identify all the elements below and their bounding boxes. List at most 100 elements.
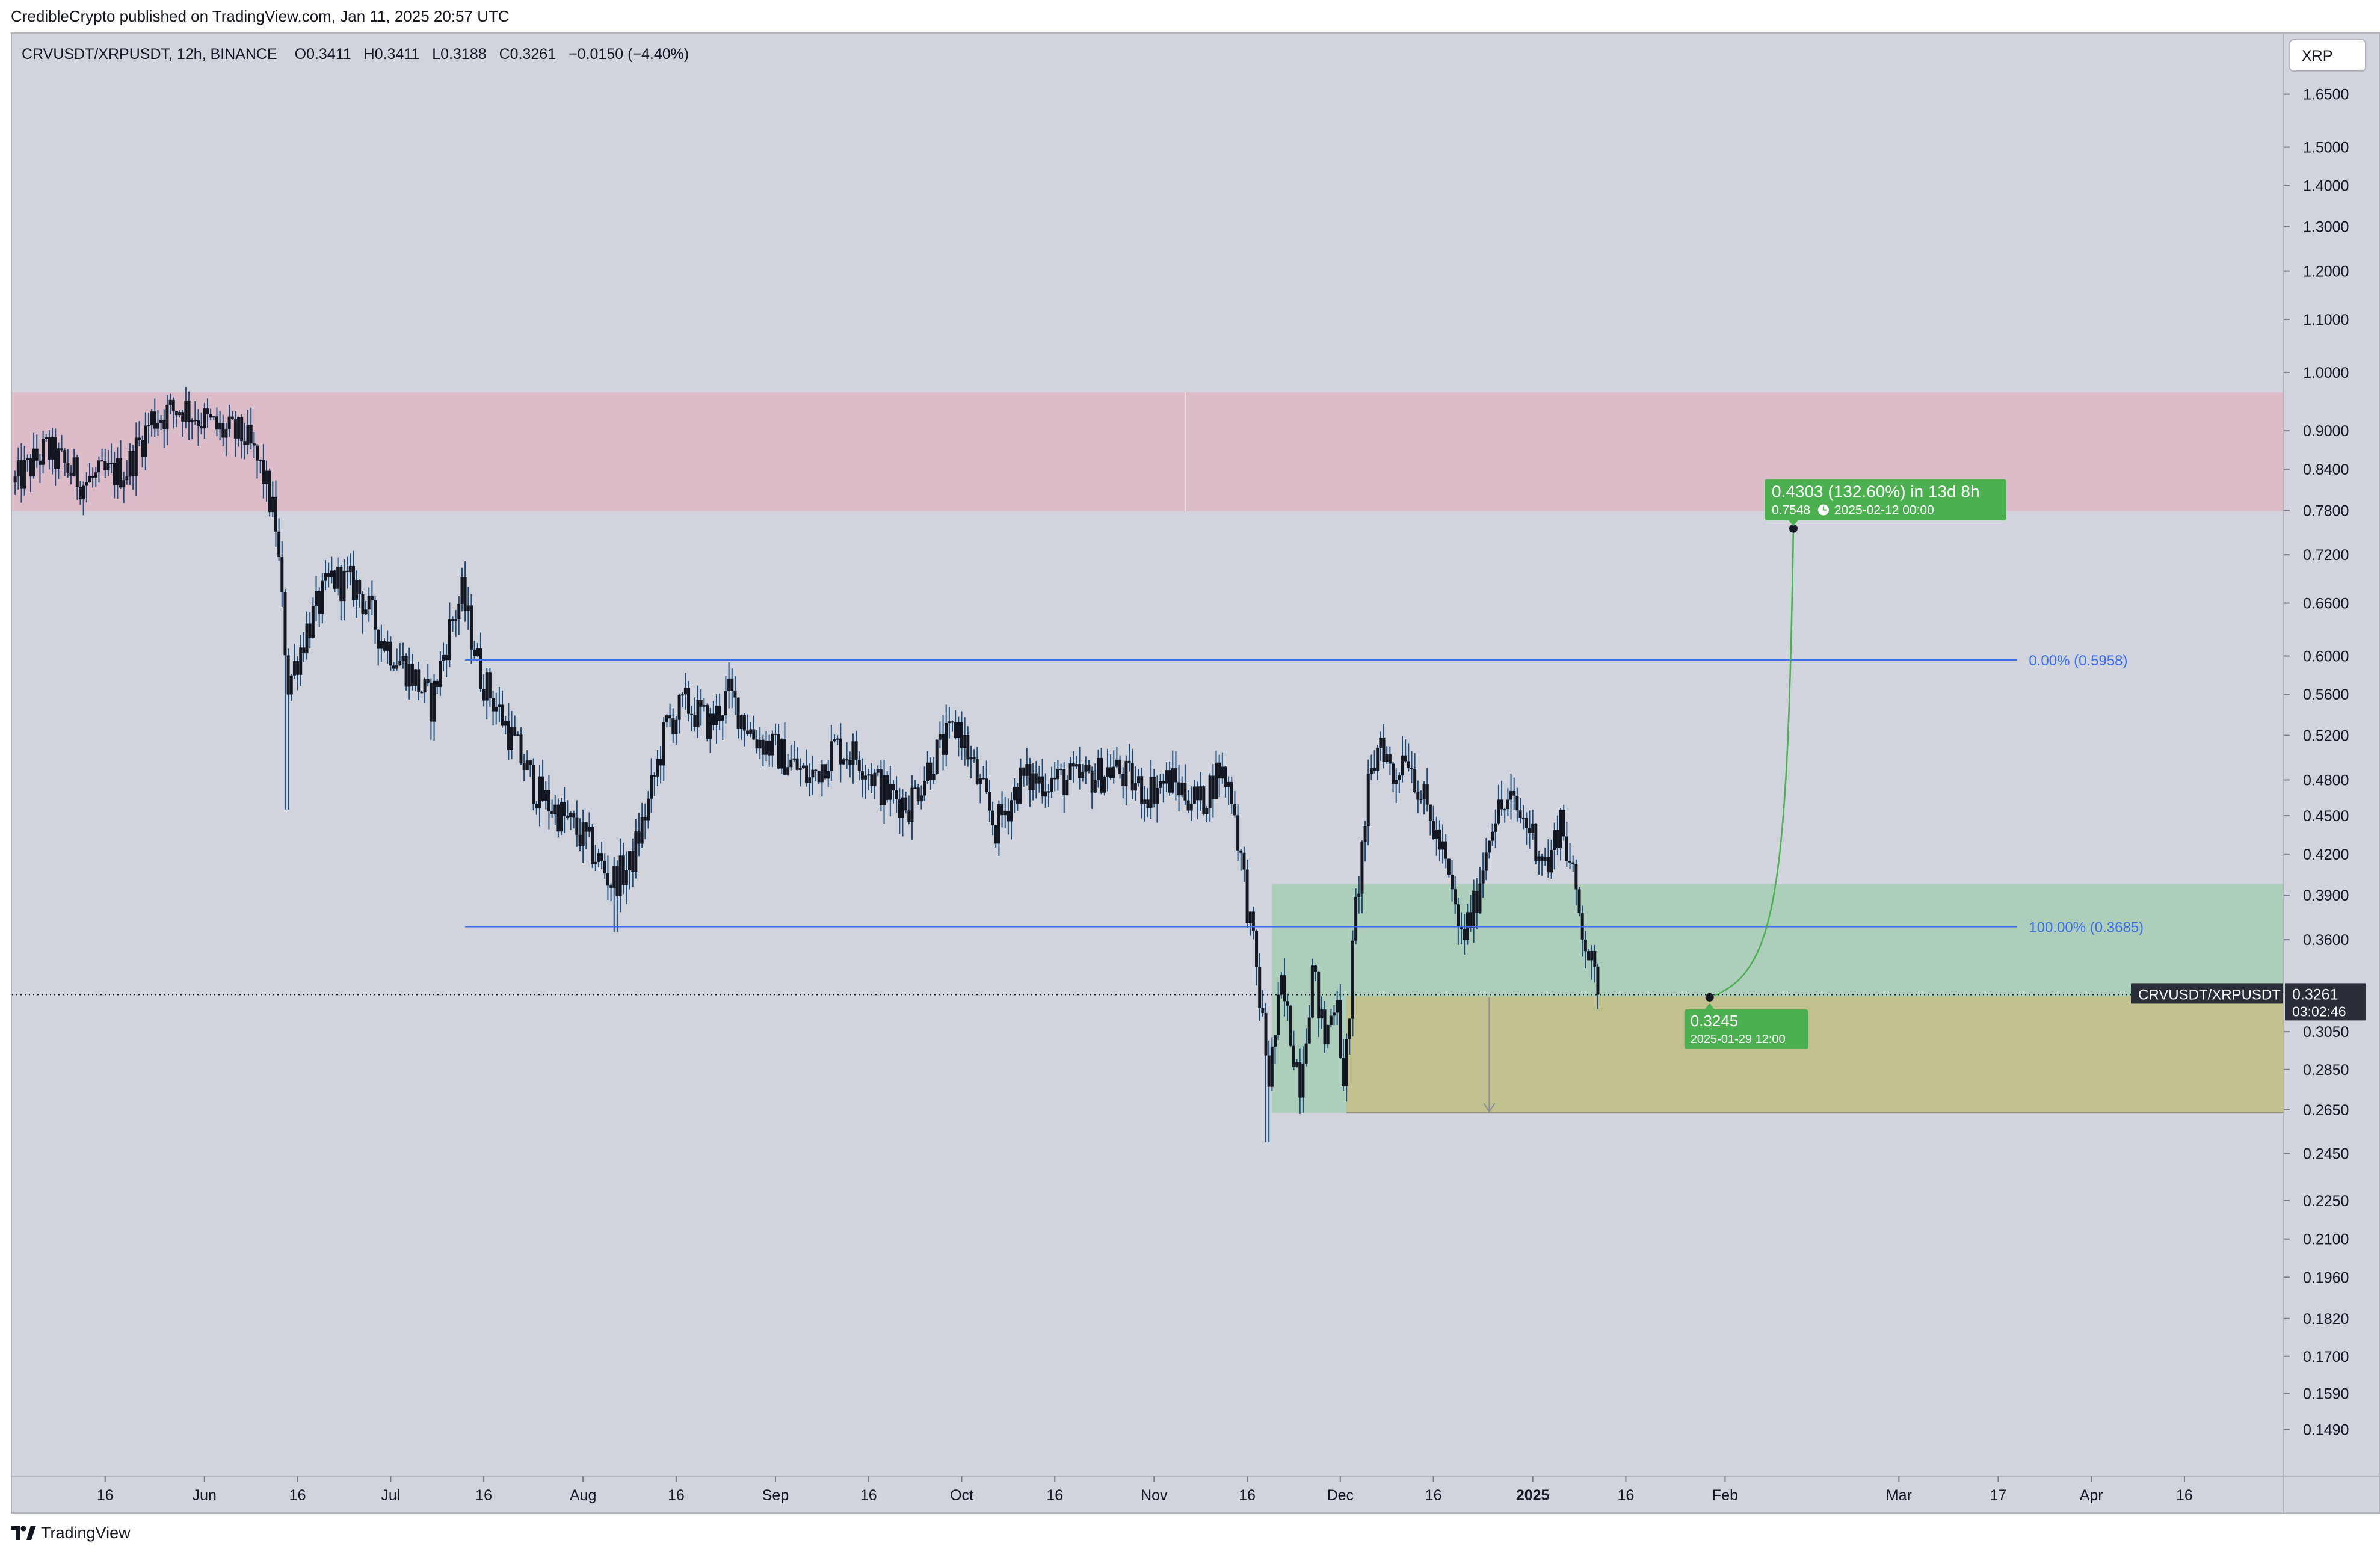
price-tick-label: 0.2850 xyxy=(2303,1062,2349,1079)
candle-body xyxy=(1068,763,1072,780)
candle-body xyxy=(370,596,374,600)
candle-body xyxy=(181,412,185,422)
publish-info: CredibleCrypto published on TradingView.… xyxy=(11,7,510,25)
candle-body xyxy=(1562,810,1565,837)
start-label-box xyxy=(1684,1009,1808,1049)
candle-body xyxy=(292,661,296,676)
price-tick-label: 0.8400 xyxy=(2303,461,2349,478)
candle-body xyxy=(1295,1062,1299,1068)
candle-body xyxy=(1224,766,1227,787)
candle-body xyxy=(985,778,988,792)
candle-body xyxy=(532,765,535,804)
candle-body xyxy=(60,448,64,451)
candle-body xyxy=(1310,965,1314,1018)
candle-body xyxy=(221,423,225,438)
candle-body xyxy=(97,460,100,473)
candle-body xyxy=(761,739,765,755)
annotations: 0.00% (0.5958) 100.00% (0.3685) 0.3245 2025… xyxy=(12,479,2284,1113)
candle-body xyxy=(57,448,60,469)
candle-body xyxy=(621,855,625,885)
candle-body xyxy=(637,831,641,844)
candle-body xyxy=(677,695,681,720)
candle-body xyxy=(466,605,470,611)
price-tick-label: 1.5000 xyxy=(2303,140,2349,156)
compare-symbol-button[interactable]: XRP xyxy=(2289,39,2366,72)
open-label: O xyxy=(295,46,306,63)
candle-body xyxy=(1140,776,1144,804)
candle-body xyxy=(501,704,504,726)
candle-body xyxy=(134,437,138,476)
candle-body xyxy=(315,591,318,606)
candle-body xyxy=(541,776,544,801)
candle-body xyxy=(1227,781,1230,787)
price-tick-label: 0.3600 xyxy=(2303,932,2349,949)
clock-icon xyxy=(1817,504,1829,516)
candle-body xyxy=(1255,931,1259,967)
candle-body xyxy=(355,580,359,600)
candle-body xyxy=(646,798,650,821)
candle-body xyxy=(1531,823,1535,833)
candle-body xyxy=(374,600,377,630)
candle-body xyxy=(792,758,796,760)
change-value: −0.0150 (−4.40%) xyxy=(569,46,689,63)
chart-pane[interactable]: 0.00% (0.5958) 100.00% (0.3685) 0.3245 2025… xyxy=(11,32,2380,1514)
candle-body xyxy=(1196,786,1200,801)
price-tick-label: 0.1490 xyxy=(2303,1421,2349,1438)
candle-body xyxy=(942,734,945,755)
price-tick-label: 0.6600 xyxy=(2303,596,2349,612)
candle-body xyxy=(367,596,371,610)
candle-body xyxy=(1062,769,1066,796)
candle-body xyxy=(1571,862,1575,864)
candle-body xyxy=(82,485,85,500)
candle-body xyxy=(1512,790,1516,796)
candle-body xyxy=(45,437,48,439)
candle-body xyxy=(280,557,284,593)
candle-body xyxy=(482,689,486,701)
candle-body xyxy=(631,851,635,872)
candle-body xyxy=(190,420,194,422)
symbol-price-tag-box xyxy=(2131,983,2283,1004)
candle-body xyxy=(544,790,547,801)
candle-body xyxy=(131,451,135,476)
price-tick-label: 0.2650 xyxy=(2303,1102,2349,1119)
candle-body xyxy=(94,472,97,478)
candle-body xyxy=(423,679,427,693)
candle-body xyxy=(836,738,839,740)
end-label-price: 0.7548 xyxy=(1772,503,1810,517)
candle-body xyxy=(19,460,23,489)
candle-body xyxy=(879,769,883,805)
candle-body xyxy=(715,705,718,725)
candle-body xyxy=(448,619,451,661)
candle-body xyxy=(48,437,51,460)
candle-body xyxy=(1398,775,1401,780)
candle-body xyxy=(1521,818,1525,819)
candle-body xyxy=(1146,799,1150,808)
candle-body xyxy=(1478,883,1482,913)
candle-body xyxy=(32,448,35,477)
candle-body xyxy=(364,609,368,615)
candle-body xyxy=(1590,950,1594,961)
candle-body xyxy=(342,570,346,602)
candle-body xyxy=(1059,769,1063,771)
candle-body xyxy=(699,700,703,707)
high-label: H xyxy=(364,46,375,63)
candle-body xyxy=(668,715,672,719)
candle-body xyxy=(488,672,492,698)
price-chart[interactable]: 0.00% (0.5958) 100.00% (0.3685) 0.3245 2025… xyxy=(12,34,2379,1512)
candle-body xyxy=(1130,763,1134,791)
candle-body xyxy=(975,759,979,784)
candle-body xyxy=(410,663,414,686)
candle-body xyxy=(85,482,88,486)
time-tick-label: 2025 xyxy=(1516,1487,1550,1504)
candle-body xyxy=(454,619,458,621)
projection-end-dot xyxy=(1789,524,1798,533)
candle-body xyxy=(584,822,588,832)
candle-body xyxy=(510,727,514,750)
candle-body xyxy=(507,721,510,750)
candle-body xyxy=(805,765,809,783)
candle-body xyxy=(1392,763,1395,784)
candle-body xyxy=(929,762,933,780)
candle-body xyxy=(414,669,418,686)
candle-body xyxy=(724,691,727,716)
candle-body xyxy=(752,729,756,740)
